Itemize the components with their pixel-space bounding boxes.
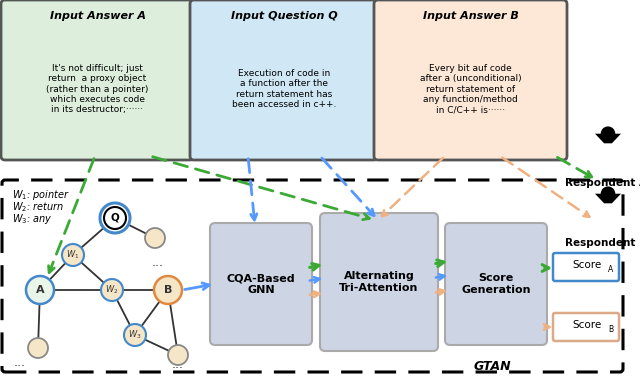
Text: $W_1$: pointer: $W_1$: pointer — [12, 188, 70, 202]
Circle shape — [101, 279, 123, 301]
Circle shape — [100, 203, 130, 233]
Text: CQA-Based
GNN: CQA-Based GNN — [227, 273, 295, 295]
Circle shape — [601, 186, 615, 201]
Text: $W_2$: return: $W_2$: return — [12, 200, 64, 214]
FancyBboxPatch shape — [190, 0, 378, 160]
Circle shape — [62, 244, 84, 266]
Text: B: B — [164, 285, 172, 295]
Text: GTAN: GTAN — [473, 361, 511, 373]
Text: Score: Score — [572, 260, 601, 270]
Polygon shape — [595, 134, 621, 143]
Text: Every bit auf code
after a (unconditional)
return statement of
any function/meth: Every bit auf code after a (unconditiona… — [420, 64, 522, 114]
Circle shape — [168, 345, 188, 365]
Circle shape — [145, 228, 165, 248]
Text: A: A — [608, 265, 613, 274]
FancyBboxPatch shape — [1, 0, 194, 160]
Circle shape — [601, 126, 615, 141]
Text: Input Question Q: Input Question Q — [230, 11, 337, 21]
Circle shape — [104, 207, 126, 229]
Text: ...: ... — [172, 358, 184, 372]
Text: Q: Q — [111, 213, 120, 223]
FancyBboxPatch shape — [320, 213, 438, 351]
Text: Respondent B: Respondent B — [565, 238, 640, 248]
FancyBboxPatch shape — [2, 180, 623, 372]
Text: $W_3$: any: $W_3$: any — [12, 212, 52, 226]
Text: ...: ... — [152, 256, 164, 268]
Text: Alternating
Tri-Attention: Alternating Tri-Attention — [339, 271, 419, 293]
Text: A: A — [36, 285, 44, 295]
Text: Input Answer B: Input Answer B — [422, 11, 518, 21]
Circle shape — [26, 276, 54, 304]
Text: It's not difficult; just
return  a proxy object
(rather than a pointer)
which ex: It's not difficult; just return a proxy … — [46, 64, 148, 114]
Text: B: B — [608, 325, 613, 335]
FancyBboxPatch shape — [553, 253, 619, 281]
Text: Input Answer A: Input Answer A — [49, 11, 145, 21]
FancyBboxPatch shape — [210, 223, 312, 345]
Text: $W_2$: $W_2$ — [106, 284, 118, 296]
Text: $W_3$: $W_3$ — [128, 329, 142, 341]
Circle shape — [28, 338, 48, 358]
FancyBboxPatch shape — [374, 0, 567, 160]
Text: Respondent A: Respondent A — [565, 178, 640, 188]
FancyBboxPatch shape — [553, 313, 619, 341]
Circle shape — [154, 276, 182, 304]
Text: Execution of code in
a function after the
return statement has
been accessed in : Execution of code in a function after th… — [232, 69, 336, 109]
FancyBboxPatch shape — [445, 223, 547, 345]
Text: Score: Score — [572, 320, 601, 330]
Text: $W_1$: $W_1$ — [67, 249, 80, 261]
Circle shape — [124, 324, 146, 346]
Text: ...: ... — [14, 355, 26, 369]
Polygon shape — [595, 194, 621, 203]
Text: Score
Generation: Score Generation — [461, 273, 531, 295]
